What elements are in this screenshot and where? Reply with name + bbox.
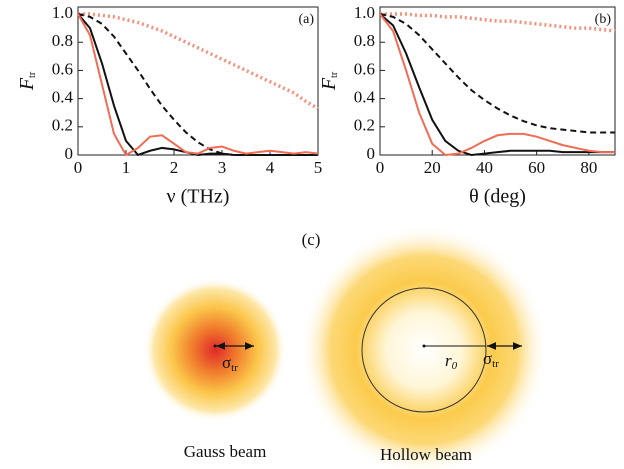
y-tick-label: 0.4: [354, 88, 376, 107]
y-tick-label: 0.2: [52, 116, 73, 135]
charts: 0 1 2 3 4 5 0 0.2 0.4 0.6 0.8 1.0 (a) ν (THz) Ftr 0 20 40…: [16, 3, 616, 208]
x-tick-label: 0: [376, 158, 385, 177]
gauss-beam: [143, 278, 287, 422]
x-tick-label: 3: [218, 158, 227, 177]
panel-label: (b): [595, 12, 612, 27]
x-axis-label: θ (deg): [469, 186, 526, 208]
hollow-label: Hollow beam: [380, 445, 472, 464]
hollow-sigma: σtr: [483, 349, 499, 370]
x-tick-label: 20: [424, 158, 441, 177]
y-axis-label-main: F: [318, 77, 340, 91]
y-tick-label: 0: [367, 144, 376, 163]
x-tick-label: 5: [314, 158, 323, 177]
x-tick-label: 2: [170, 158, 179, 177]
y-axis-label: Ftr: [318, 71, 341, 91]
y-axis-label-main: F: [16, 77, 38, 91]
series-line: [380, 12, 616, 33]
hollow-ring: [361, 287, 487, 413]
series-line: [77, 13, 319, 157]
y-tick-label: 1.0: [52, 3, 73, 22]
x-tick-label: 1: [122, 158, 131, 177]
y-tick-label: 0.4: [52, 88, 74, 107]
series-line: [78, 12, 319, 110]
series-line: [379, 13, 615, 134]
panel-label: (a): [298, 12, 314, 27]
panel-label: (c): [302, 230, 321, 249]
hollow-r: r0: [445, 351, 458, 372]
x-tick-label: 60: [528, 158, 545, 177]
series-line: [77, 13, 318, 157]
series-line: [379, 13, 615, 157]
y-axis-label-sub: tr: [27, 71, 38, 78]
gauss-label: Gauss beam: [184, 442, 267, 461]
x-tick-label: 4: [266, 158, 275, 177]
y-tick-label: 0.2: [354, 116, 375, 135]
gauss-sigma: σtr: [222, 353, 238, 374]
x-axis-label: ν (THz): [167, 186, 230, 208]
plot-frame: [379, 6, 616, 156]
y-axis-label-sub: tr: [329, 71, 340, 78]
y-tick-label: 0.6: [52, 59, 73, 78]
y-tick-label: 0.8: [52, 31, 73, 50]
y-tick-label: 0.8: [354, 31, 375, 50]
x-tick-label: 80: [580, 158, 597, 177]
center-dot: [213, 344, 217, 348]
y-tick-label: 0.6: [354, 59, 375, 78]
y-tick-label: 1.0: [354, 3, 375, 22]
x-tick-label: 40: [476, 158, 493, 177]
y-tick-label: 0: [65, 144, 74, 163]
y-axis-label: Ftr: [16, 71, 39, 91]
series-line: [379, 13, 615, 157]
x-tick-label: 0: [74, 158, 83, 177]
